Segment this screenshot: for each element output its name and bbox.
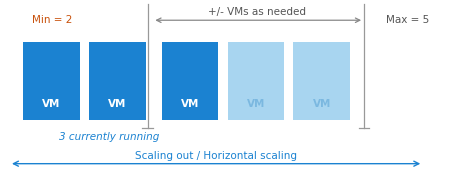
Text: VM: VM	[247, 99, 265, 109]
Text: VM: VM	[108, 99, 126, 109]
Text: VM: VM	[181, 99, 199, 109]
Text: 3 currently running: 3 currently running	[59, 132, 160, 142]
FancyBboxPatch shape	[23, 42, 80, 120]
Text: VM: VM	[313, 99, 331, 109]
FancyBboxPatch shape	[293, 42, 350, 120]
Text: Min = 2: Min = 2	[32, 15, 72, 25]
Text: +/- VMs as needed: +/- VMs as needed	[208, 7, 306, 17]
FancyBboxPatch shape	[162, 42, 218, 120]
Text: Scaling out / Horizontal scaling: Scaling out / Horizontal scaling	[135, 151, 297, 161]
Text: Max = 5: Max = 5	[385, 15, 429, 25]
FancyBboxPatch shape	[228, 42, 284, 120]
FancyBboxPatch shape	[89, 42, 146, 120]
Text: VM: VM	[42, 99, 61, 109]
